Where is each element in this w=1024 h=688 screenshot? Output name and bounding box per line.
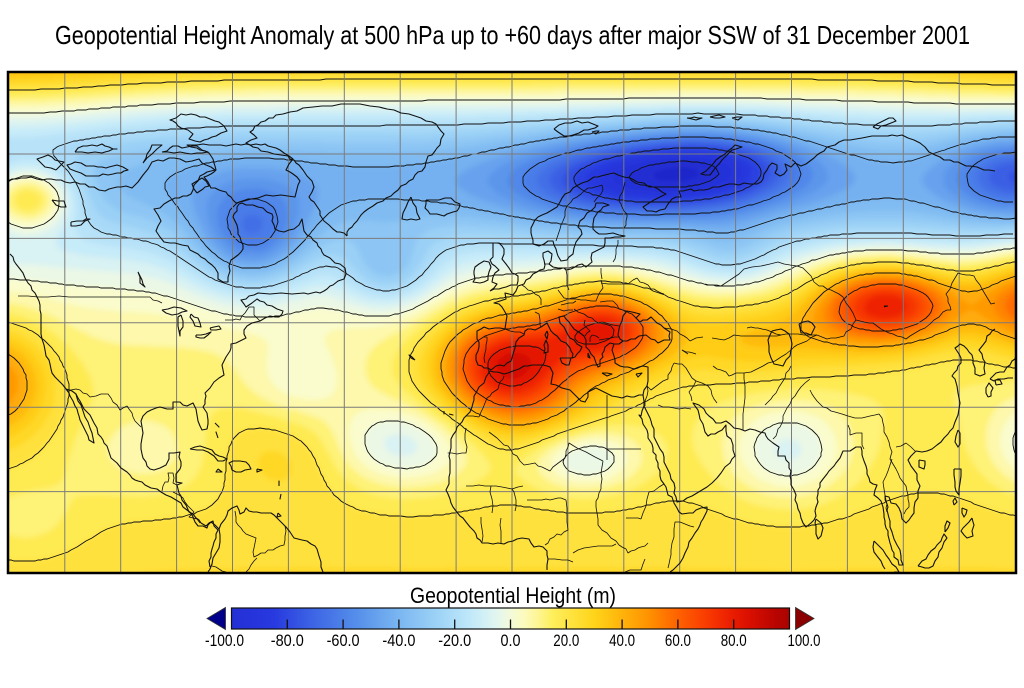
svg-text:-80.0: -80.0 xyxy=(271,632,304,650)
svg-text:0.0: 0.0 xyxy=(501,632,521,650)
svg-text:40.0: 40.0 xyxy=(609,632,635,650)
svg-text:60.0: 60.0 xyxy=(665,632,691,650)
svg-text:Geopotential Height (m): Geopotential Height (m) xyxy=(410,583,616,608)
svg-text:Geopotential Height Anomaly at: Geopotential Height Anomaly at 500 hPa u… xyxy=(55,20,970,50)
svg-text:-40.0: -40.0 xyxy=(382,632,415,650)
svg-text:20.0: 20.0 xyxy=(553,632,579,650)
svg-text:-100.0: -100.0 xyxy=(205,632,244,650)
svg-text:100.0: 100.0 xyxy=(788,632,821,650)
svg-text:-60.0: -60.0 xyxy=(327,632,360,650)
svg-text:-20.0: -20.0 xyxy=(438,632,471,650)
svg-text:80.0: 80.0 xyxy=(721,632,747,650)
